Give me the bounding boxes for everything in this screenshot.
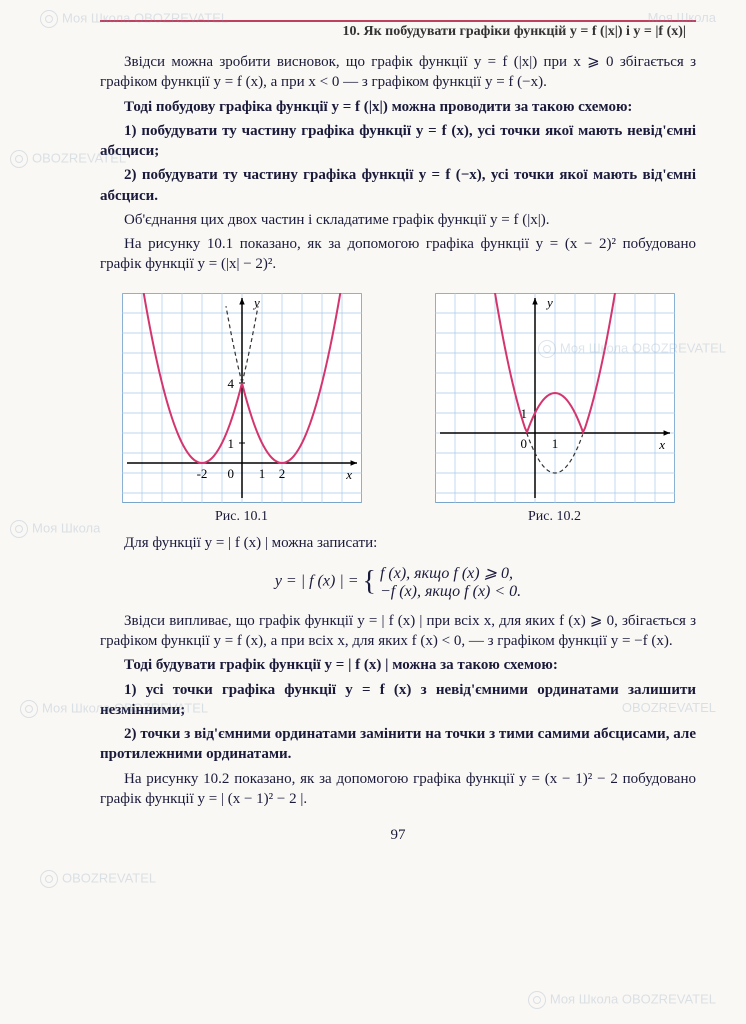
paragraph-6: На рисунку 10.1 показано, як за допомого… (100, 234, 696, 275)
charts-row: yx-212014 Рис. 10.1 yx011 Рис. 10.2 (100, 293, 696, 525)
section-title: Як побудувати графіки функцій y = f (|x|… (363, 24, 686, 39)
svg-text:2: 2 (278, 466, 285, 481)
svg-text:1: 1 (551, 436, 558, 451)
paragraph-12: На рисунку 10.2 показано, як за допомого… (100, 769, 696, 810)
header-rule (100, 20, 696, 22)
section-number: 10. (342, 24, 360, 39)
chart-2-svg: yx011 (435, 293, 675, 503)
chart-1-caption: Рис. 10.1 (215, 509, 268, 525)
paragraph-7: Для функції y = | f (x) | можна записати… (100, 533, 696, 553)
chart-2-caption: Рис. 10.2 (528, 509, 581, 525)
paragraph-3: 1) побудувати ту частину графіка функції… (100, 121, 696, 162)
paragraph-9: Тоді будувати графік функції y = | f (x)… (100, 655, 696, 675)
formula-lhs: y = | f (x) | = (275, 572, 359, 589)
watermark: Моя Школа (10, 520, 100, 538)
svg-text:1: 1 (258, 466, 265, 481)
paragraph-5: Об'єднання цих двох частин і складатиме … (100, 210, 696, 230)
chart-1-block: yx-212014 Рис. 10.1 (122, 293, 362, 525)
paragraph-8: Звідси випливає, що графік функції y = |… (100, 611, 696, 652)
svg-text:x: x (658, 437, 665, 452)
formula-case-2: −f (x), якщо f (x) < 0. (380, 583, 521, 600)
chart-2-block: yx011 Рис. 10.2 (435, 293, 675, 525)
svg-text:-2: -2 (196, 466, 207, 481)
formula-case-1: f (x), якщо f (x) ⩾ 0, (380, 565, 513, 582)
paragraph-10: 1) усі точки графіка функції y = f (x) з… (100, 680, 696, 721)
svg-text:y: y (545, 295, 553, 310)
section-header: 10. Як побудувати графіки функцій y = f … (100, 24, 696, 40)
svg-text:0: 0 (227, 466, 234, 481)
svg-text:0: 0 (520, 436, 527, 451)
page-container: Моя Школа OBOZREVATEL Моя Школа OBOZREVA… (0, 0, 746, 1024)
page-number: 97 (100, 827, 696, 844)
piecewise-formula: y = | f (x) | = { f (x), якщо f (x) ⩾ 0,… (100, 563, 696, 601)
watermark: Моя Школа OBOZREVATEL (528, 991, 716, 1009)
chart-1-svg: yx-212014 (122, 293, 362, 503)
watermark: Моя Школа (648, 10, 716, 25)
svg-text:1: 1 (227, 436, 234, 451)
watermark: OBOZREVATEL (40, 870, 156, 888)
svg-text:x: x (345, 467, 352, 482)
paragraph-1: Звідси можна зробити висновок, що графік… (100, 52, 696, 93)
svg-text:4: 4 (227, 376, 234, 391)
paragraph-11: 2) точки з від'ємними ординатами замінит… (100, 724, 696, 765)
paragraph-2: Тоді побудову графіка функції y = f (|x|… (100, 97, 696, 117)
paragraph-4: 2) побудувати ту частину графіка функції… (100, 165, 696, 206)
svg-text:y: y (252, 295, 260, 310)
